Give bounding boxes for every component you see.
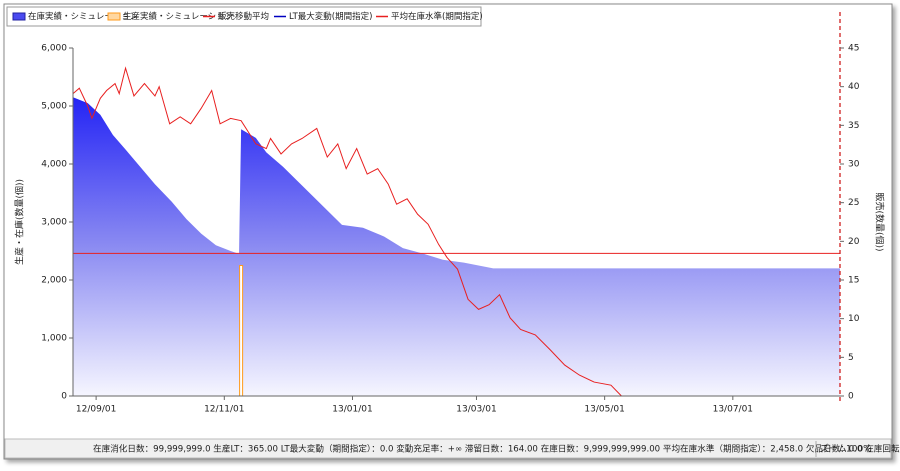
x-tick-label: 13/03/01: [456, 405, 496, 415]
x-tick-label: 13/05/01: [584, 405, 624, 415]
y2-tick-label: 40: [848, 82, 860, 92]
y-tick-label: 2,000: [41, 276, 67, 286]
zoom-value[interactable]: 100%: [846, 445, 872, 455]
y2-tick-label: 20: [848, 237, 860, 247]
x-tick-label: 12/09/01: [76, 405, 116, 415]
y2-tick-label: 25: [848, 198, 859, 208]
x-tick-label: 12/11/01: [204, 405, 244, 415]
legend-label: 生産実績・シミュレーション: [123, 11, 233, 22]
y-axis-label: 生産・在庫(数量(個)): [14, 179, 26, 265]
y-tick-label: 6,000: [41, 44, 67, 54]
y-tick-label: 0: [61, 392, 67, 402]
y-tick-label: 5,000: [41, 102, 67, 112]
y2-tick-label: 15: [848, 276, 859, 286]
y2-tick-label: 30: [848, 160, 860, 170]
legend-label: LT最大変動(期間指定): [289, 11, 372, 22]
legend-box: [6, 6, 482, 27]
legend-swatch: [12, 12, 26, 21]
x-tick-label: 13/07/01: [713, 405, 753, 415]
legend-label: 販売移動平均: [218, 11, 269, 22]
y2-tick-label: 0: [848, 392, 854, 402]
sales-line: [72, 66, 622, 397]
legend-swatch: [107, 12, 121, 21]
y-tick-label: 1,000: [41, 334, 67, 344]
y2-tick-label: 5: [848, 353, 854, 363]
status-bar: [4, 438, 892, 459]
plot-area: 0 1,000 2,000 3,000 4,000 5,000 6,000 0 5 10 15 20 2…: [41, 12, 860, 415]
y2-tick-label: 35: [848, 121, 859, 131]
y2-tick-label: 45: [848, 44, 859, 54]
production-bar: [239, 265, 244, 397]
y2-axis-label: 販売(数量(個)): [874, 192, 886, 251]
y-tick-label: 3,000: [41, 218, 67, 228]
zoom-label: ズーム: [820, 443, 847, 455]
y2-tick-label: 10: [848, 314, 860, 324]
inventory-area: [73, 97, 840, 397]
y-tick-label: 4,000: [41, 160, 67, 170]
x-tick-label: 13/01/01: [332, 405, 372, 415]
legend-label: 平均在庫水準(期間指定): [391, 11, 483, 22]
status-text: 在庫消化日数：99,999,999.0 生産LT：365.00 LT最大変動（期…: [93, 443, 900, 455]
legend-label: 在庫実績・シミュレーション: [28, 11, 138, 22]
